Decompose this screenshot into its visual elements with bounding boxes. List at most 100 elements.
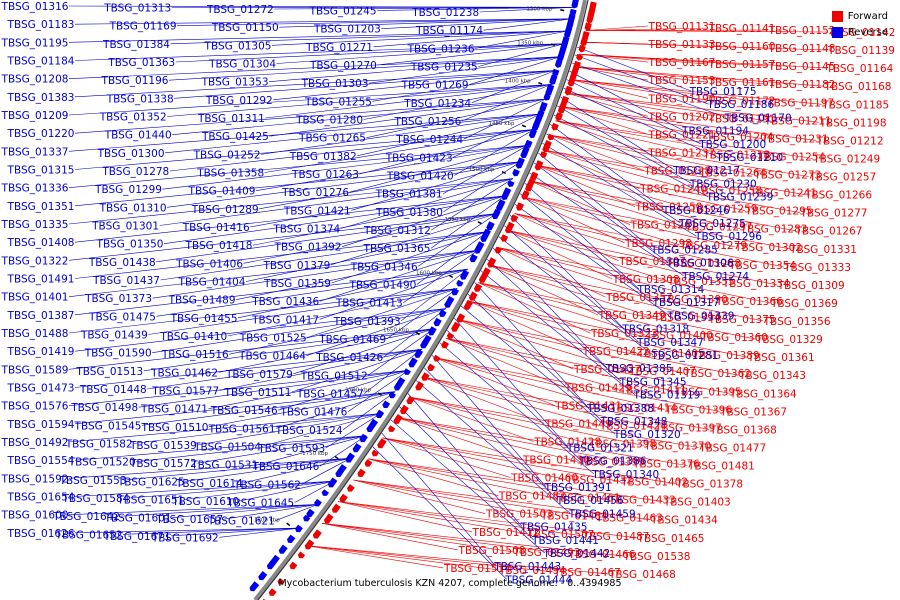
forward-gene-label: TBSG_01160 xyxy=(708,41,776,53)
reverse-gene-glyph xyxy=(327,477,338,488)
forward-gene-label: TBSG_01429 xyxy=(564,382,632,394)
reverse-gene-label: TBSG_01339 xyxy=(667,310,735,322)
forward-gene-label: TBSG_01465 xyxy=(637,533,705,545)
reverse-leader-line xyxy=(74,18,571,25)
reverse-leader-line xyxy=(156,213,497,263)
forward-leader-line xyxy=(574,66,825,87)
forward-leader-line xyxy=(529,180,796,231)
reverse-leader-line xyxy=(160,231,488,281)
forward-leader-line xyxy=(561,106,707,137)
scale-tick-mark xyxy=(448,274,454,278)
forward-leader-line xyxy=(446,338,675,392)
reverse-gene-glyph xyxy=(572,0,579,4)
forward-gene-glyph xyxy=(415,381,424,391)
reverse-leader-line xyxy=(219,527,301,538)
reverse-gene-label: TBSG_01546 xyxy=(210,405,278,417)
forward-gene-label: TBSG_01367 xyxy=(719,406,787,418)
reverse-gene-label: TBSG_01492 xyxy=(1,437,69,449)
forward-leader-line xyxy=(522,196,735,248)
forward-gene-glyph xyxy=(463,299,473,310)
reverse-gene-label: TBSG_01276 xyxy=(281,187,349,199)
forward-gene-glyph xyxy=(525,183,533,192)
scale-tick-label: 1700 kbp xyxy=(345,388,371,394)
forward-gene-label: TBSG_01362 xyxy=(683,368,751,380)
forward-gene-glyph xyxy=(421,372,430,381)
reverse-gene-glyph xyxy=(303,514,311,522)
forward-gene-label: TBSG_01428 xyxy=(533,437,601,449)
forward-leader-line xyxy=(337,501,583,537)
reverse-leader-line xyxy=(569,70,684,131)
reverse-gene-label: TBSG_01383 xyxy=(7,92,75,104)
forward-gene-label: TBSG_01366 xyxy=(715,296,783,308)
reverse-leader-line xyxy=(152,250,478,299)
forward-leader-line xyxy=(585,25,649,31)
reverse-gene-glyph xyxy=(433,317,442,327)
reverse-gene-label: TBSG_01459 xyxy=(568,508,636,520)
forward-gene-glyph xyxy=(433,354,441,362)
reverse-gene-label: TBSG_01387 xyxy=(7,310,75,322)
reverse-leader-line xyxy=(557,105,692,184)
reverse-gene-label: TBSG_01409 xyxy=(188,186,256,198)
reverse-gene-label: TBSG_01301 xyxy=(91,221,159,233)
forward-gene-glyph xyxy=(277,578,285,585)
reverse-leader-line xyxy=(74,70,556,98)
forward-leader-line xyxy=(561,106,817,141)
forward-leader-line xyxy=(382,437,621,482)
forward-gene-label: TBSG_01356 xyxy=(763,316,831,328)
reverse-gene-label: TBSG_01255 xyxy=(304,96,372,108)
reverse-gene-label: TBSG_01336 xyxy=(1,183,69,195)
reverse-gene-label: TBSG_01363 xyxy=(107,57,175,69)
reverse-gene-label: TBSG_01584 xyxy=(61,493,129,505)
reverse-leader-line xyxy=(74,98,546,134)
forward-leader-line xyxy=(543,149,805,195)
reverse-leader-line xyxy=(74,391,396,425)
reverse-gene-label: TBSG_01420 xyxy=(386,171,454,183)
reverse-gene-label: TBSG_01274 xyxy=(681,271,749,283)
forward-gene-label: TBSG_01433 xyxy=(608,495,676,507)
reverse-gene-label: TBSG_01373 xyxy=(84,293,152,305)
forward-gene-label: TBSG_01487 xyxy=(582,531,650,543)
reverse-gene-glyph xyxy=(335,467,345,477)
forward-leader-line xyxy=(497,247,716,302)
forward-gene-label: TBSG_01405 xyxy=(637,348,705,360)
reverse-leader-line xyxy=(68,145,528,188)
reverse-gene-glyph xyxy=(474,246,482,254)
forward-gene-glyph xyxy=(529,171,539,181)
forward-gene-glyph xyxy=(406,395,415,405)
forward-gene-glyph xyxy=(494,246,502,254)
forward-gene-label: TBSG_01241 xyxy=(749,188,817,200)
reverse-leader-line xyxy=(136,435,367,462)
forward-leader-line xyxy=(514,213,619,262)
forward-gene-label: TBSG_01307 xyxy=(618,256,686,268)
reverse-leader-line xyxy=(509,214,625,329)
reverse-leader-line xyxy=(169,129,535,172)
reverse-gene-glyph xyxy=(507,180,515,187)
forward-leader-line xyxy=(409,396,534,442)
forward-leader-line xyxy=(543,149,750,193)
forward-gene-label: TBSG_01218 xyxy=(702,150,770,162)
reverse-leader-line xyxy=(141,391,396,426)
reverse-gene-label: TBSG_01456 xyxy=(556,495,624,507)
forward-gene-label: TBSG_01237 xyxy=(647,148,715,160)
forward-gene-label: TBSG_01283 xyxy=(740,224,808,236)
forward-gene-label: TBSG_01161 xyxy=(708,77,776,89)
forward-gene-label: TBSG_01402 xyxy=(620,477,688,489)
reverse-gene-glyph xyxy=(446,296,455,305)
forward-gene-label: TBSG_01153 xyxy=(648,75,716,87)
reverse-gene-label: TBSG_01646 xyxy=(251,461,319,473)
reverse-leader-line xyxy=(218,328,435,373)
forward-gene-label: TBSG_01334 xyxy=(722,278,790,290)
reverse-leader-line xyxy=(331,231,488,284)
scale-tick-label: 1350 kbp xyxy=(517,40,543,46)
forward-gene-glyph xyxy=(567,76,576,87)
forward-leader-line xyxy=(514,213,784,268)
forward-leader-line xyxy=(529,180,631,225)
forward-gene-glyph xyxy=(304,539,315,550)
forward-gene-label: TBSG_01477 xyxy=(698,443,766,455)
reverse-gene-label: TBSG_01319 xyxy=(632,390,700,402)
reverse-gene-label: TBSG_01312 xyxy=(363,225,431,237)
forward-gene-label: TBSG_01240 xyxy=(639,184,707,196)
scale-tick-label: 1400 kbp xyxy=(505,79,531,85)
reverse-leader-line xyxy=(74,268,468,316)
scale-tick-label: 1750 kbp xyxy=(302,451,328,457)
